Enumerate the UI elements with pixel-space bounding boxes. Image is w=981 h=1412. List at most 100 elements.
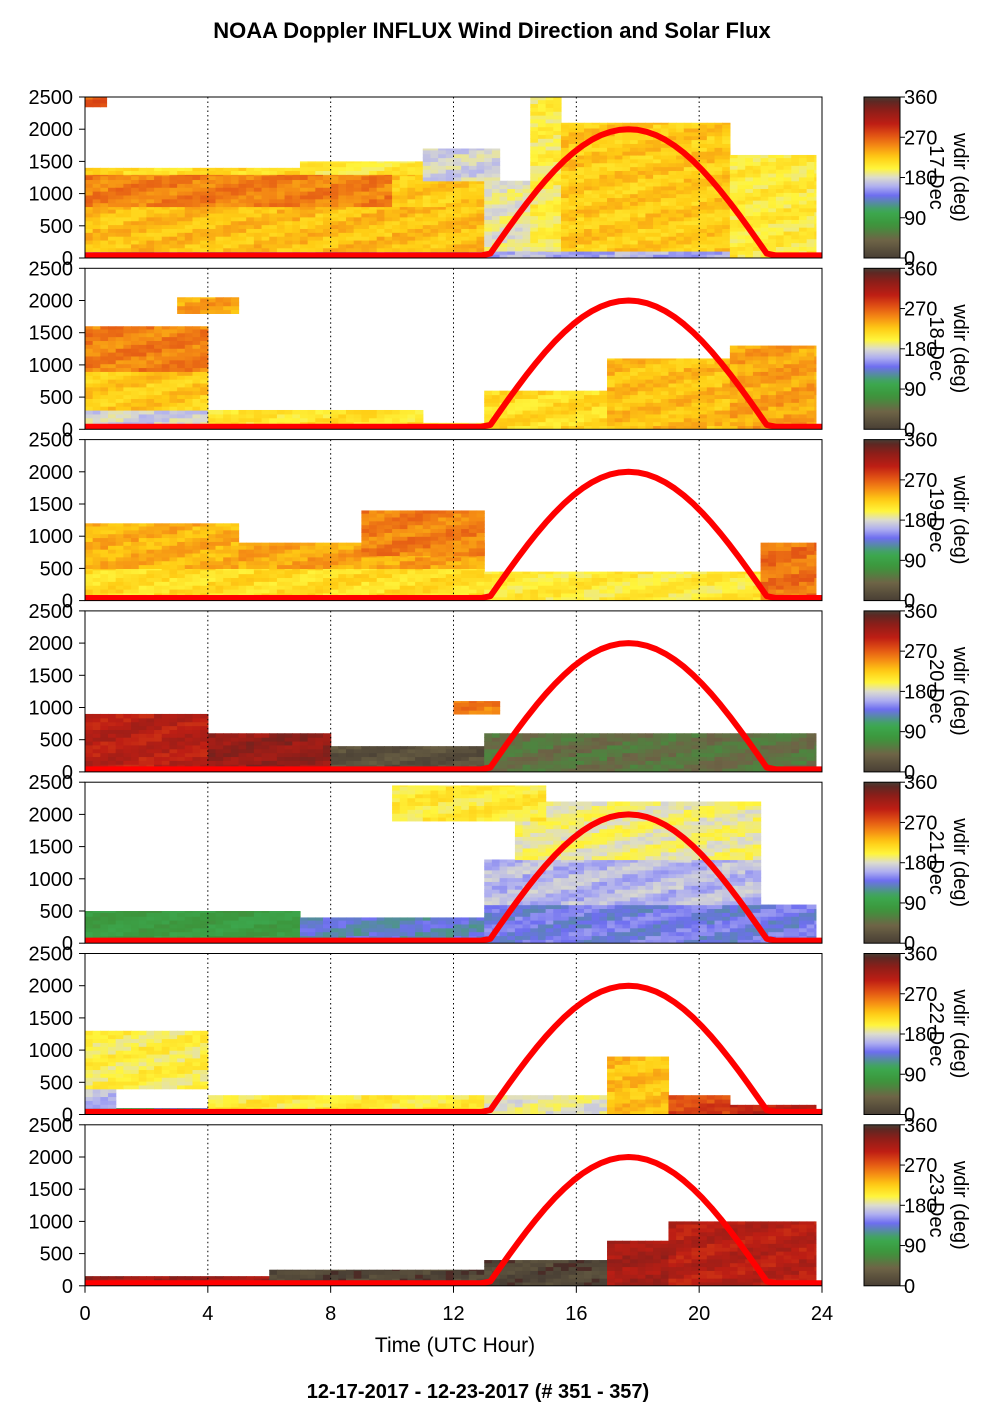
heatmap-cell — [607, 363, 616, 369]
heatmap-cell — [468, 228, 478, 233]
heatmap-cell — [584, 189, 593, 195]
heatmap-cell — [530, 180, 539, 186]
heatmap-cell — [253, 174, 263, 177]
heatmap-cell — [461, 568, 470, 571]
heatmap-cell — [346, 175, 355, 181]
heatmap-cell — [384, 417, 393, 423]
heatmap-cell — [276, 568, 286, 571]
heatmap-cell — [200, 541, 209, 546]
heatmap-cell — [537, 161, 547, 166]
heatmap-cell — [131, 537, 140, 542]
heatmap-cell — [537, 149, 547, 155]
heatmap-cell — [645, 224, 654, 229]
heatmap-cell — [146, 220, 155, 226]
heatmap-cell — [691, 147, 700, 152]
heatmap-cell — [392, 569, 401, 575]
heatmap-cell — [292, 569, 301, 575]
heatmap-cell — [200, 297, 209, 303]
heatmap-cell — [653, 189, 662, 195]
heatmap-cell — [568, 201, 577, 206]
heatmap-cell — [537, 398, 547, 403]
heatmap-cell — [123, 537, 132, 542]
heatmap-cell — [599, 254, 608, 258]
heatmap-cell — [353, 585, 362, 590]
heatmap-cell — [177, 552, 186, 558]
heatmap-cell — [714, 158, 723, 164]
heatmap-cell — [146, 541, 155, 546]
heatmap-cell — [215, 167, 224, 172]
heatmap-cell — [138, 187, 148, 192]
heatmap-cell — [407, 409, 416, 415]
heatmap-cell — [215, 525, 224, 531]
heatmap-cell — [192, 301, 201, 307]
heatmap-cell — [553, 251, 562, 255]
heatmap-cell — [653, 379, 662, 384]
heatmap-cell — [706, 375, 716, 380]
heatmap-cell — [660, 224, 670, 229]
heatmap-cell — [752, 203, 762, 209]
heatmap-cell — [138, 581, 148, 586]
heatmap-cell — [177, 523, 186, 527]
heatmap-cell — [798, 234, 808, 240]
heatmap-cell — [560, 413, 570, 419]
heatmap-cell — [154, 564, 163, 569]
heatmap-cell — [476, 577, 485, 582]
heatmap-cell — [783, 169, 792, 174]
heatmap-cell — [637, 243, 647, 249]
heatmap-cell — [100, 585, 109, 590]
heatmap-cell — [576, 170, 585, 175]
heatmap-cell — [108, 167, 117, 172]
heatmap-cell — [599, 216, 608, 222]
heatmap-cell — [200, 355, 209, 361]
heatmap-cell — [376, 161, 386, 164]
heatmap-cell — [138, 394, 148, 399]
heatmap-cell — [775, 230, 785, 236]
heatmap-cell — [115, 569, 124, 575]
heatmap-cell — [338, 413, 347, 419]
heatmap-cell — [207, 573, 217, 579]
heatmap-cell — [108, 541, 117, 546]
heatmap-cell — [545, 215, 554, 220]
heatmap-cell — [115, 348, 124, 353]
heatmap-cell — [637, 216, 647, 222]
heatmap-cell — [100, 220, 109, 226]
heatmap-cell — [507, 215, 516, 220]
heatmap-cell — [691, 425, 700, 430]
heatmap-cell — [699, 359, 708, 365]
heatmap-cell — [522, 406, 531, 411]
heatmap-cell — [783, 375, 792, 380]
heatmap-cell — [806, 390, 815, 396]
heatmap-cell — [299, 162, 309, 168]
heatmap-cell — [261, 170, 270, 175]
heatmap-cell — [415, 174, 424, 177]
heatmap-cell — [177, 247, 186, 253]
heatmap-cell — [207, 198, 217, 204]
heatmap-cell — [161, 348, 171, 353]
heatmap-cell — [177, 529, 186, 535]
heatmap-cell — [438, 585, 447, 590]
heatmap-cell — [361, 202, 370, 208]
heatmap-cell — [115, 585, 124, 590]
heatmap-cell — [691, 359, 700, 365]
heatmap-cell — [269, 224, 278, 229]
heatmap-cell — [783, 371, 792, 376]
heatmap-cell — [645, 239, 654, 245]
heatmap-cell — [676, 185, 685, 191]
heatmap-cell — [169, 402, 178, 407]
heatmap-cell — [284, 228, 293, 233]
heatmap-cell — [806, 409, 815, 415]
heatmap-cell — [392, 581, 401, 586]
heatmap-cell — [553, 130, 562, 135]
heatmap-cell — [553, 180, 562, 186]
heatmap-cell — [653, 358, 662, 361]
heatmap-cell — [430, 239, 439, 245]
heatmap-cell — [161, 224, 171, 229]
heatmap-cell — [200, 568, 209, 571]
heatmap-cell — [576, 216, 585, 222]
heatmap-cell — [630, 254, 639, 258]
heatmap-cell — [292, 216, 301, 222]
heatmap-cell — [491, 172, 501, 178]
heatmap-cell — [192, 183, 201, 188]
heatmap-cell — [722, 166, 731, 172]
heatmap-cell — [100, 97, 108, 100]
